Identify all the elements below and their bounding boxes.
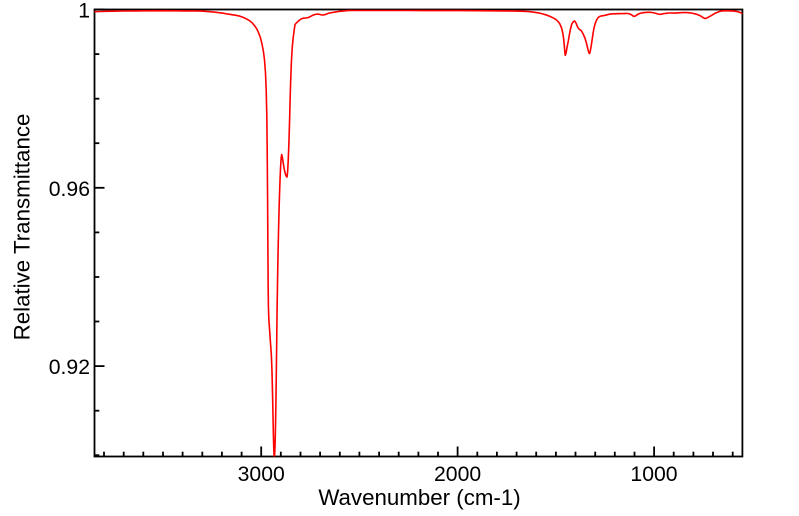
- svg-text:2000: 2000: [434, 463, 481, 486]
- svg-text:3000: 3000: [238, 463, 285, 486]
- svg-text:1000: 1000: [630, 463, 677, 486]
- svg-text:Relative Transmittance: Relative Transmittance: [10, 114, 35, 341]
- svg-text:0.92: 0.92: [49, 356, 90, 379]
- svg-text:Wavenumber (cm-1): Wavenumber (cm-1): [318, 485, 520, 510]
- svg-text:1: 1: [78, 0, 90, 23]
- svg-text:0.96: 0.96: [49, 178, 90, 201]
